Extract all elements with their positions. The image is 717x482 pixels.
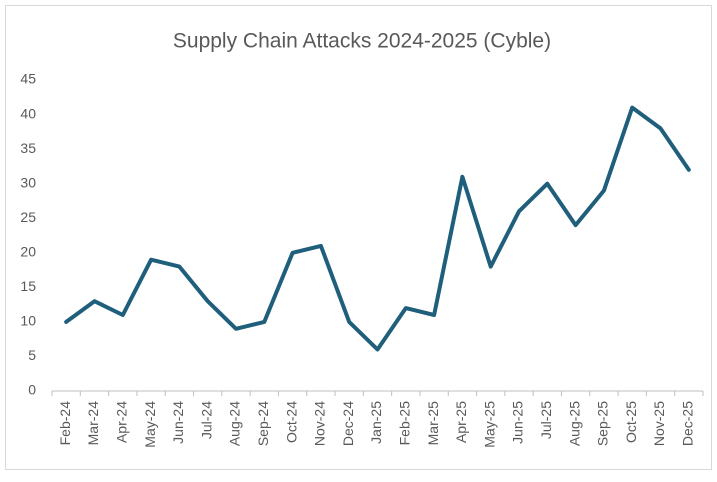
chart-title: Supply Chain Attacks 2024-2025 (Cyble) xyxy=(173,30,551,53)
data-line xyxy=(64,105,691,352)
y-tick-label: 35 xyxy=(20,140,36,156)
x-tick-label: Oct-24 xyxy=(283,401,299,443)
x-tick-label: Sep-24 xyxy=(255,401,271,446)
x-tick-label: Jun-25 xyxy=(510,401,526,444)
x-tick-label: Apr-25 xyxy=(453,401,469,443)
x-tick-label: Jul-25 xyxy=(538,401,554,439)
x-tick-label: Mar-25 xyxy=(425,401,441,446)
x-tick-label: May-24 xyxy=(142,401,158,448)
x-tick-label: Dec-24 xyxy=(340,401,356,446)
x-tick-label: Dec-25 xyxy=(680,401,696,446)
x-tick-label: Mar-24 xyxy=(85,401,101,446)
chart-border xyxy=(5,5,712,470)
y-tick-label: 30 xyxy=(20,174,36,190)
x-tick-label: Sep-25 xyxy=(595,401,611,446)
x-tick-label: Nov-24 xyxy=(312,401,328,446)
y-tick-label: 25 xyxy=(20,209,36,225)
y-tick-label: 10 xyxy=(20,313,36,329)
x-tick-label: Apr-24 xyxy=(113,401,129,443)
y-tick-label: 20 xyxy=(20,243,36,259)
x-tick-label: Aug-24 xyxy=(227,401,243,446)
x-tick-label: Feb-25 xyxy=(397,401,413,446)
x-tick-label: Jan-25 xyxy=(368,401,384,444)
y-tick-label: 45 xyxy=(20,71,36,87)
x-tick-label: Feb-24 xyxy=(57,401,73,446)
x-tick-label: Jul-24 xyxy=(198,401,214,439)
x-tick-label: May-25 xyxy=(481,401,497,448)
x-tick-label: Nov-25 xyxy=(651,401,667,446)
y-tick-label: 40 xyxy=(20,105,36,121)
x-tick-label: Aug-25 xyxy=(566,401,582,446)
y-tick-label: 5 xyxy=(28,347,36,363)
y-tick-label: 15 xyxy=(20,278,36,294)
y-tick-label: 0 xyxy=(28,382,36,398)
x-tick-label: Jun-24 xyxy=(170,401,186,444)
x-tick-label: Oct-25 xyxy=(623,401,639,443)
